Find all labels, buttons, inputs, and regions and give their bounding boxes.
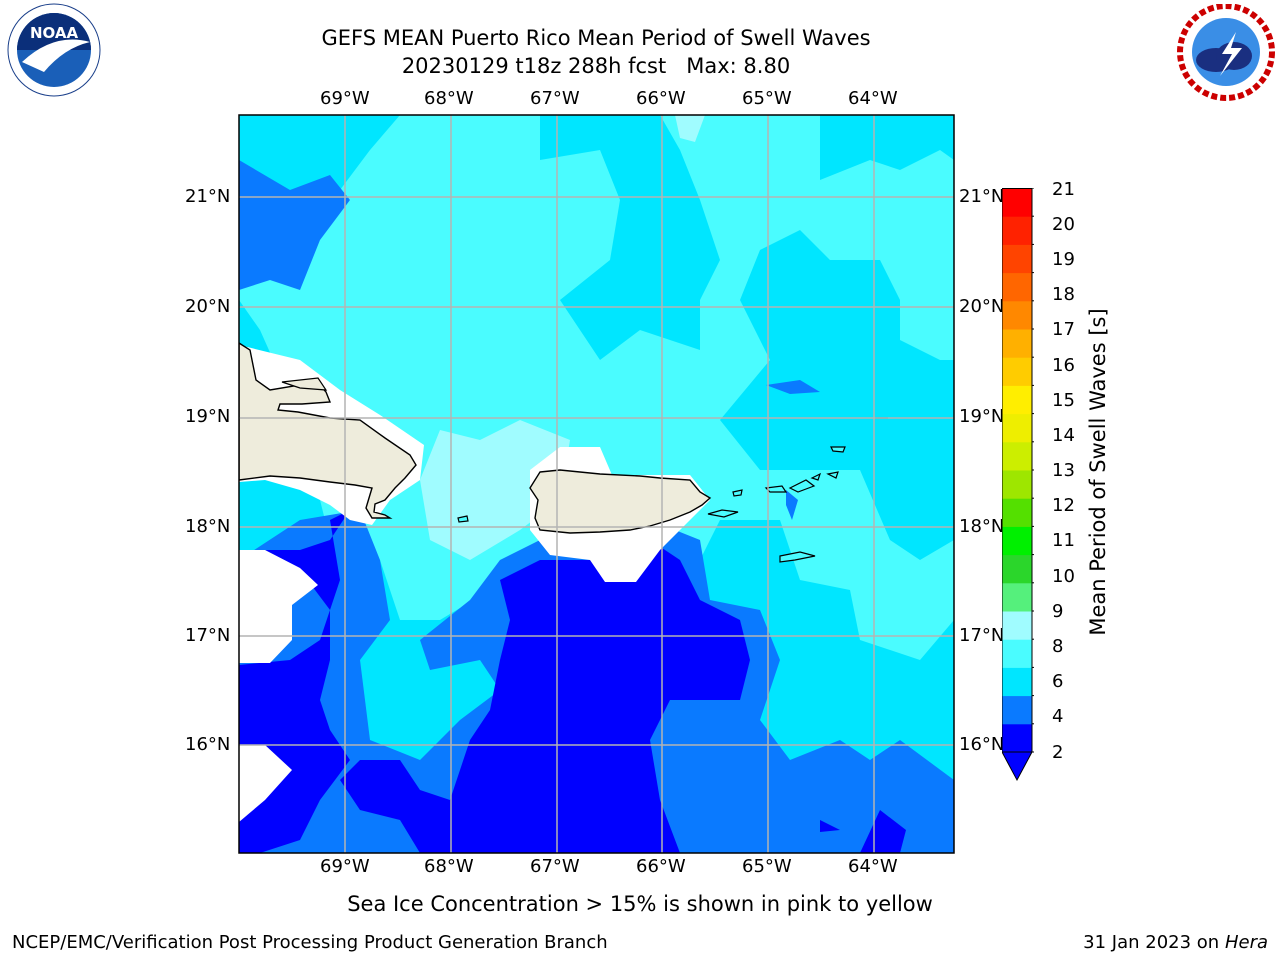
- colorbar-segment: [1002, 611, 1032, 640]
- colorbar-segment: [1002, 357, 1032, 386]
- colorbar-segment: [1002, 413, 1032, 443]
- colorbar-tick: 20: [1052, 214, 1075, 235]
- lon-tick-top: 66°W: [636, 88, 686, 109]
- colorbar-segment: [1002, 695, 1032, 725]
- lon-tick-top: 64°W: [848, 88, 898, 109]
- colorbar-tick: 16: [1052, 355, 1075, 376]
- map-frame: [238, 114, 955, 854]
- colorbar-tick: 17: [1052, 319, 1075, 340]
- map-title: GEFS MEAN Puerto Rico Mean Period of Swe…: [321, 26, 871, 50]
- lat-tick-right: 20°N: [959, 296, 1005, 317]
- colorbar-segment: [1002, 667, 1032, 697]
- lon-tick-bottom: 68°W: [424, 856, 474, 877]
- lat-tick-left: 21°N: [185, 186, 231, 207]
- footer-date-text: 31 Jan 2023 on: [1083, 932, 1225, 953]
- colorbar-segment: [1002, 526, 1032, 556]
- lon-tick-top: 65°W: [742, 88, 792, 109]
- nws-logo: [1176, 3, 1276, 104]
- footer-machine: Hera: [1224, 932, 1268, 953]
- colorbar-tick: 15: [1052, 390, 1075, 411]
- lat-tick-left: 19°N: [185, 406, 231, 427]
- lon-tick-top: 69°W: [320, 88, 370, 109]
- colorbar-tick: 13: [1052, 460, 1075, 481]
- lat-tick-left: 20°N: [185, 296, 231, 317]
- colorbar: [1001, 187, 1034, 784]
- colorbar-tick: 6: [1052, 671, 1064, 692]
- colorbar-segment: [1002, 639, 1032, 668]
- colorbar-segment: [1002, 582, 1032, 612]
- colorbar-tick: 9: [1052, 601, 1064, 622]
- lat-tick-right: 19°N: [959, 406, 1005, 427]
- lon-tick-top: 68°W: [424, 88, 474, 109]
- colorbar-segment: [1002, 272, 1032, 302]
- colorbar-tick: 4: [1052, 706, 1064, 727]
- colorbar-tick: 18: [1052, 284, 1075, 305]
- colorbar-segment: [1002, 723, 1032, 753]
- lat-tick-left: 17°N: [185, 625, 231, 646]
- footer-branch: NCEP/EMC/Verification Post Processing Pr…: [12, 932, 608, 953]
- forecast-run-label: 20230129 t18z 288h fcst: [401, 54, 667, 78]
- sea-ice-note: Sea Ice Concentration > 15% is shown in …: [347, 892, 933, 916]
- lat-tick-left: 16°N: [185, 734, 231, 755]
- lon-tick-bottom: 64°W: [848, 856, 898, 877]
- colorbar-tick: 14: [1052, 425, 1075, 446]
- colorbar-extend-arrow: [1001, 751, 1033, 782]
- colorbar-segment: [1002, 300, 1032, 330]
- lon-tick-bottom: 67°W: [530, 856, 580, 877]
- colorbar-tick: 11: [1052, 530, 1075, 551]
- colorbar-tick: 2: [1052, 742, 1064, 763]
- colorbar-segment: [1002, 244, 1032, 274]
- graticule: [239, 115, 954, 853]
- colorbar-tick: 19: [1052, 249, 1075, 270]
- noaa-logo-text: NOAA: [30, 24, 79, 42]
- colorbar-tick: 21: [1052, 179, 1075, 200]
- colorbar-tick: 12: [1052, 495, 1075, 516]
- colorbar-tick: 8: [1052, 636, 1064, 657]
- lon-tick-bottom: 69°W: [320, 856, 370, 877]
- footer-date: 31 Jan 2023 on Hera: [1083, 932, 1268, 953]
- colorbar-title: Mean Period of Swell Waves [s]: [1086, 308, 1110, 636]
- lat-tick-left: 18°N: [185, 516, 231, 537]
- colorbar-segment: [1002, 470, 1032, 499]
- colorbar-segment: [1002, 385, 1032, 415]
- map-subtitle: 20230129 t18z 288h fcst Max: 8.80: [0, 54, 1192, 78]
- noaa-logo: NOAA: [4, 2, 104, 102]
- lat-tick-right: 21°N: [959, 186, 1005, 207]
- max-value-label: Max: 8.80: [686, 54, 791, 78]
- lon-tick-bottom: 65°W: [742, 856, 792, 877]
- colorbar-segment: [1002, 329, 1032, 358]
- lat-tick-right: 16°N: [959, 734, 1005, 755]
- colorbar-tick: 10: [1052, 566, 1075, 587]
- lat-tick-right: 18°N: [959, 516, 1005, 537]
- colorbar-segment: [1002, 441, 1032, 471]
- colorbar-segment: [1002, 188, 1032, 217]
- lon-tick-bottom: 66°W: [636, 856, 686, 877]
- colorbar-segment: [1002, 216, 1032, 245]
- lat-tick-right: 17°N: [959, 625, 1005, 646]
- colorbar-segment: [1002, 498, 1032, 527]
- colorbar-segment: [1002, 554, 1032, 584]
- lon-tick-top: 67°W: [530, 88, 580, 109]
